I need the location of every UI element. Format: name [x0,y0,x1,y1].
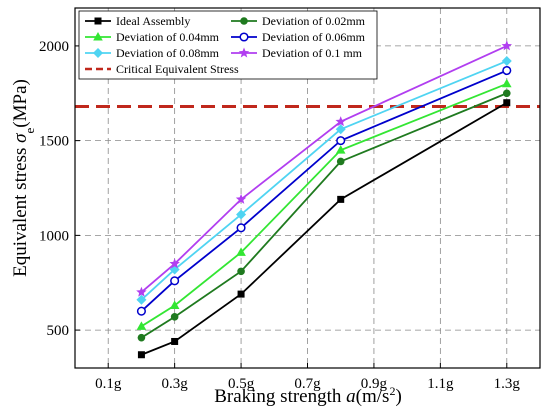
x-axis-title-superscript: 2 [389,384,395,398]
data-point [501,40,513,51]
x-axis-title-unit-open: (m/s [356,386,390,407]
x-axis-title-prefix: Braking strength [214,386,346,407]
data-point [237,267,245,276]
data-point [336,136,346,146]
data-point [235,193,247,204]
data-point [501,56,512,67]
series-deviation-of-0-06mm [136,65,512,316]
legend-swatch-marker [93,48,103,58]
data-point [171,337,179,345]
data-point [136,321,147,330]
data-point [170,313,179,321]
legend-box [78,10,378,80]
legend-swatch-marker [238,47,250,58]
legend-label: Critical Equivalent Stress [116,62,239,76]
series-deviation-of-0-08mm [136,56,512,305]
axis-ticks: 0.1g 0.3g 0.5g 0.7g 0.9g 1.1g 1.3g 500 1000 1500 2… [39,39,520,392]
data-point [237,290,245,298]
data-point [502,65,512,76]
legend-swatch-marker [240,17,248,25]
x-tick-label: 0.5g [228,376,255,392]
legend-label: Deviation of 0.06mm [262,30,366,44]
data-point [169,300,180,309]
data-point [336,157,345,166]
data-point [136,286,147,297]
y-axis-title: Equivalent stress σe(MPa) [10,79,37,277]
legend-label: Ideal Assembly [116,14,190,28]
data-point [503,99,511,107]
y-axis-title-unit: (MPa) [10,79,31,128]
legend-swatch-marker [94,17,102,25]
series-deviation-of-0-02mm [137,89,511,342]
data-point [136,306,146,316]
data-point [335,116,346,127]
legend-item-deviation-of-0-02mm: Deviation of 0.02mm [231,14,366,28]
data-point [501,78,512,88]
y-tick-label: 500 [47,323,70,339]
x-tick-label: 0.7g [294,376,321,392]
x-tick-label: 1.3g [494,376,521,392]
data-point [137,333,146,342]
legend-swatch-marker [93,32,103,41]
legend-label: Deviation of 0.02mm [262,14,366,28]
series-deviation-of-0-1-mm [136,40,513,297]
legend-label: Deviation of 0.1 mm [262,46,363,60]
legend-swatch-marker [239,32,249,42]
y-tick-label: 1500 [39,134,69,150]
data-point [335,124,346,135]
y-axis-title-variable: σ [10,133,31,143]
legend: Ideal Assembly Deviation of 0.02mm Deviati… [78,10,378,80]
data-point [236,209,247,220]
legend-item-critical-equivalent-stress: Critical Equivalent Stress [85,62,239,76]
data-point [137,351,145,359]
data-point [337,195,345,203]
data-point [169,258,180,269]
x-axis-title-unit-close: ) [395,386,401,407]
legend-item-deviation-of-0-04mm: Deviation of 0.04mm [85,30,220,44]
legend-item-ideal-assembly: Ideal Assembly [85,14,190,28]
y-tick-label: 2000 [39,39,69,55]
x-axis-title-variable: a [346,386,356,407]
legend-items: Ideal Assembly Deviation of 0.02mm Deviati… [85,14,366,76]
data-point [502,89,511,98]
legend-item-deviation-of-0-08mm: Deviation of 0.08mm [85,46,220,60]
data-point [236,247,246,256]
series-layer [136,40,513,359]
data-point [136,294,147,305]
x-tick-label: 0.3g [162,376,189,392]
y-axis-title-subscript: e [22,127,37,133]
x-tick-label: 0.1g [95,376,122,392]
legend-item-deviation-of-0-06mm: Deviation of 0.06mm [231,30,366,44]
x-tick-label: 1.1g [427,376,454,392]
series-ideal-assembly [137,99,511,359]
data-point [170,276,180,286]
data-point [236,223,246,233]
data-point [335,145,346,154]
y-tick-label: 1000 [39,228,69,244]
y-axis-title-prefix: Equivalent stress [10,143,31,277]
legend-label: Deviation of 0.04mm [116,30,220,44]
x-axis-title: Braking strength a(m/s2) [214,384,402,407]
legend-item-deviation-of-0-1-mm: Deviation of 0.1 mm [231,46,363,60]
series-deviation-of-0-04mm [136,78,512,330]
series-line-deviation-of-0-04mm [140,82,508,328]
legend-label: Deviation of 0.08mm [116,46,220,60]
x-tick-label: 0.9g [361,376,388,392]
